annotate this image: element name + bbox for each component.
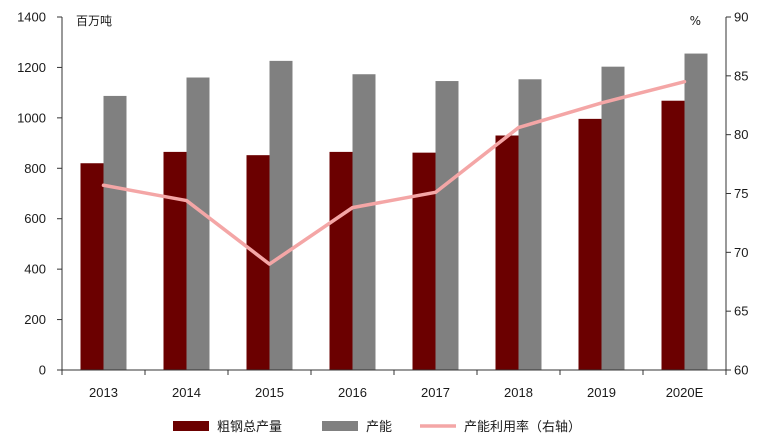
- right-tick-label: 85: [734, 68, 748, 83]
- right-tick-label: 60: [734, 363, 748, 378]
- capacity-bar: [352, 74, 376, 371]
- utilization-line: [101, 79, 687, 266]
- right-tick-label: 65: [734, 304, 748, 319]
- right-tick-label: 80: [734, 127, 748, 142]
- production-bar: [661, 100, 685, 370]
- x-tick-label: 2016: [338, 385, 367, 400]
- left-tick-label: 600: [24, 211, 46, 226]
- line-layer: [101, 79, 687, 266]
- x-tick-label: 2017: [421, 385, 450, 400]
- production-bar: [329, 151, 353, 370]
- x-tick-label: 2019: [587, 385, 616, 400]
- production-bar: [163, 151, 187, 370]
- capacity-bar: [269, 60, 293, 370]
- left-tick-label: 800: [24, 161, 46, 176]
- x-tick-label: 2014: [172, 385, 201, 400]
- axes-layer: 0 200 400 600 800 1000 1200 1400 60 65 70 75 80 85 90 2…: [17, 10, 748, 401]
- x-tick-label: 2020E: [666, 385, 704, 400]
- capacity-bar: [103, 95, 127, 370]
- left-tick-label: 1000: [17, 110, 46, 125]
- legend-label: 产能利用率（右轴）: [464, 419, 581, 435]
- legend-swatch: [322, 421, 358, 431]
- capacity-bar: [684, 53, 708, 370]
- capacity-bar: [186, 77, 210, 370]
- right-axis-unit: %: [690, 14, 701, 28]
- left-tick-label: 1200: [17, 60, 46, 75]
- right-tick-label: 90: [734, 10, 748, 25]
- legend-label: 粗钢总产量: [217, 420, 282, 435]
- production-bar: [495, 135, 519, 370]
- left-tick-label: 400: [24, 262, 46, 277]
- capacity-bar: [518, 79, 542, 370]
- right-tick-label: 70: [734, 245, 748, 260]
- legend-swatch: [173, 421, 209, 431]
- right-tick-label: 75: [734, 186, 748, 201]
- production-bar: [578, 118, 602, 370]
- production-bar: [80, 163, 104, 370]
- capacity-bar: [435, 81, 459, 371]
- capacity-bar: [601, 66, 625, 370]
- x-tick-label: 2015: [255, 385, 284, 400]
- legend: 粗钢总产量 产能 产能利用率（右轴）: [173, 419, 581, 435]
- legend-label: 产能: [366, 420, 392, 435]
- bars-layer: [80, 53, 708, 371]
- left-tick-label: 200: [24, 312, 46, 327]
- production-bar: [246, 155, 270, 370]
- left-axis-unit: 百万吨: [76, 14, 112, 28]
- x-tick-label: 2013: [89, 385, 118, 400]
- production-bar: [412, 152, 436, 370]
- left-tick-label: 1400: [17, 10, 46, 25]
- left-tick-label: 0: [39, 363, 46, 378]
- x-tick-label: 2018: [504, 385, 533, 400]
